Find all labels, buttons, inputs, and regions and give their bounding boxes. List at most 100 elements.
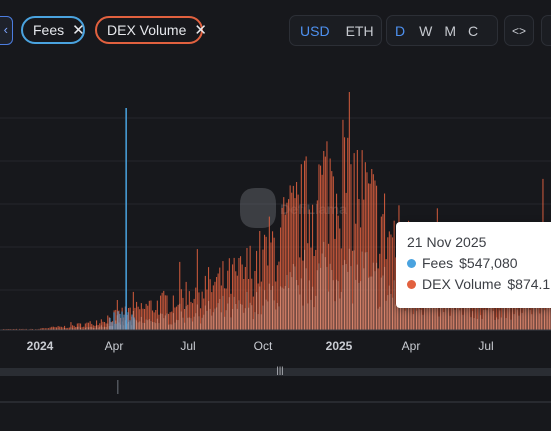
dex-volume-bar bbox=[208, 267, 210, 330]
close-icon[interactable]: ✕ bbox=[194, 21, 207, 39]
dex-volume-bar bbox=[102, 321, 104, 330]
navigator-spike bbox=[117, 380, 119, 394]
fees-bar bbox=[369, 276, 371, 330]
close-icon[interactable]: ✕ bbox=[72, 21, 85, 39]
dex-volume-bar bbox=[91, 323, 93, 330]
fees-bar bbox=[307, 303, 309, 330]
fees-bar bbox=[147, 320, 149, 330]
fees-bar bbox=[416, 310, 418, 330]
fees-bar bbox=[534, 298, 536, 330]
dex-volume-bar bbox=[388, 231, 390, 330]
fees-bar bbox=[104, 326, 106, 330]
dex-volume-filter-pill[interactable]: DEX Volume ✕ bbox=[95, 16, 207, 44]
dex-volume-bar bbox=[72, 325, 74, 330]
fees-bar bbox=[129, 320, 131, 330]
fees-bar bbox=[248, 307, 250, 330]
dex-volume-bar bbox=[340, 248, 342, 330]
fees-bar bbox=[139, 321, 141, 330]
fees-bar bbox=[174, 322, 176, 330]
dex-volume-bar bbox=[68, 327, 70, 330]
fees-filter-pill[interactable]: Fees ✕ bbox=[21, 16, 85, 44]
dex-volume-bar bbox=[164, 295, 166, 330]
fees-bar bbox=[516, 309, 518, 330]
dex-volume-bar bbox=[374, 180, 376, 330]
dex-volume-bar bbox=[476, 299, 478, 330]
previous-button[interactable]: ‹ bbox=[0, 16, 13, 45]
fees-bar bbox=[528, 299, 530, 330]
dex-volume-bar bbox=[305, 156, 307, 330]
dex-volume-bar bbox=[353, 153, 355, 330]
fees-bar bbox=[480, 315, 482, 330]
fees-bar bbox=[72, 328, 74, 330]
weekly-option[interactable]: W bbox=[419, 22, 433, 39]
fees-bar bbox=[144, 323, 146, 330]
dex-volume-bar bbox=[329, 158, 331, 330]
dex-volume-bar bbox=[278, 261, 280, 330]
dex-volume-bar bbox=[344, 137, 346, 330]
fees-bar bbox=[473, 318, 475, 330]
fees-bar bbox=[131, 314, 133, 330]
fees-bar bbox=[436, 292, 438, 330]
fees-bar bbox=[371, 276, 373, 330]
fees-bar bbox=[422, 314, 424, 330]
dex-volume-bar bbox=[496, 303, 498, 330]
fees-bar bbox=[515, 300, 517, 330]
more-button[interactable] bbox=[541, 15, 551, 46]
fees-bar bbox=[236, 308, 238, 330]
fees-bar bbox=[51, 328, 53, 330]
daily-option[interactable]: D bbox=[395, 22, 406, 39]
dex-volume-bar bbox=[257, 283, 259, 330]
dex-volume-bar bbox=[86, 322, 88, 330]
fees-bar bbox=[420, 309, 422, 330]
dex-volume-bar bbox=[262, 249, 264, 330]
fees-bar bbox=[292, 264, 294, 330]
dex-volume-bar bbox=[268, 216, 270, 330]
fees-bar bbox=[235, 304, 237, 330]
fees-bar bbox=[425, 298, 427, 330]
fees-bar bbox=[406, 300, 408, 330]
fees-bar bbox=[505, 318, 507, 330]
usd-option[interactable]: USD bbox=[300, 22, 330, 39]
fees-bar bbox=[168, 324, 170, 330]
dex-volume-bar bbox=[51, 326, 53, 330]
monthly-option[interactable]: M bbox=[444, 22, 457, 39]
range-drag-handle[interactable]: ||| bbox=[276, 365, 284, 375]
dex-volume-bar bbox=[204, 275, 206, 330]
dex-volume-bar bbox=[137, 306, 139, 330]
dex-volume-bar bbox=[376, 185, 378, 330]
dex-volume-bar bbox=[163, 290, 165, 330]
eth-option[interactable]: ETH bbox=[345, 22, 374, 39]
fees-bar bbox=[96, 325, 98, 330]
fees-bar bbox=[412, 314, 414, 330]
dex-volume-bar bbox=[222, 261, 224, 330]
dex-volume-bar bbox=[196, 249, 198, 330]
dex-volume-bar bbox=[140, 303, 142, 330]
fees-bar bbox=[440, 291, 442, 330]
dex-volume-bar bbox=[382, 214, 384, 330]
dex-volume-bar bbox=[350, 164, 352, 330]
dex-volume-bar bbox=[147, 305, 149, 330]
embed-button[interactable]: <> bbox=[504, 15, 534, 46]
cumulative-option[interactable]: C bbox=[468, 22, 479, 39]
fees-bar bbox=[88, 327, 90, 330]
navigator-handle-bar bbox=[0, 368, 551, 376]
fees-bar bbox=[94, 328, 96, 330]
fees-bar bbox=[476, 318, 478, 330]
dex-volume-bar bbox=[254, 271, 256, 330]
fees-bar bbox=[256, 292, 258, 330]
fees-bar bbox=[220, 312, 222, 330]
fees-bar bbox=[214, 308, 216, 330]
fees-bar bbox=[323, 241, 325, 330]
fees-bar bbox=[499, 310, 501, 330]
dex-volume-bar bbox=[339, 228, 341, 330]
dex-volume-bar bbox=[494, 301, 496, 330]
dex-volume-bar bbox=[160, 295, 162, 330]
fees-bar bbox=[241, 304, 243, 330]
fees-bar bbox=[232, 309, 234, 330]
fees-bar bbox=[539, 313, 541, 330]
fees-bar bbox=[395, 304, 397, 330]
fees-series bbox=[0, 108, 551, 330]
range-navigator bbox=[0, 368, 551, 403]
fees-bar bbox=[361, 251, 363, 330]
fees-bar bbox=[192, 321, 194, 330]
